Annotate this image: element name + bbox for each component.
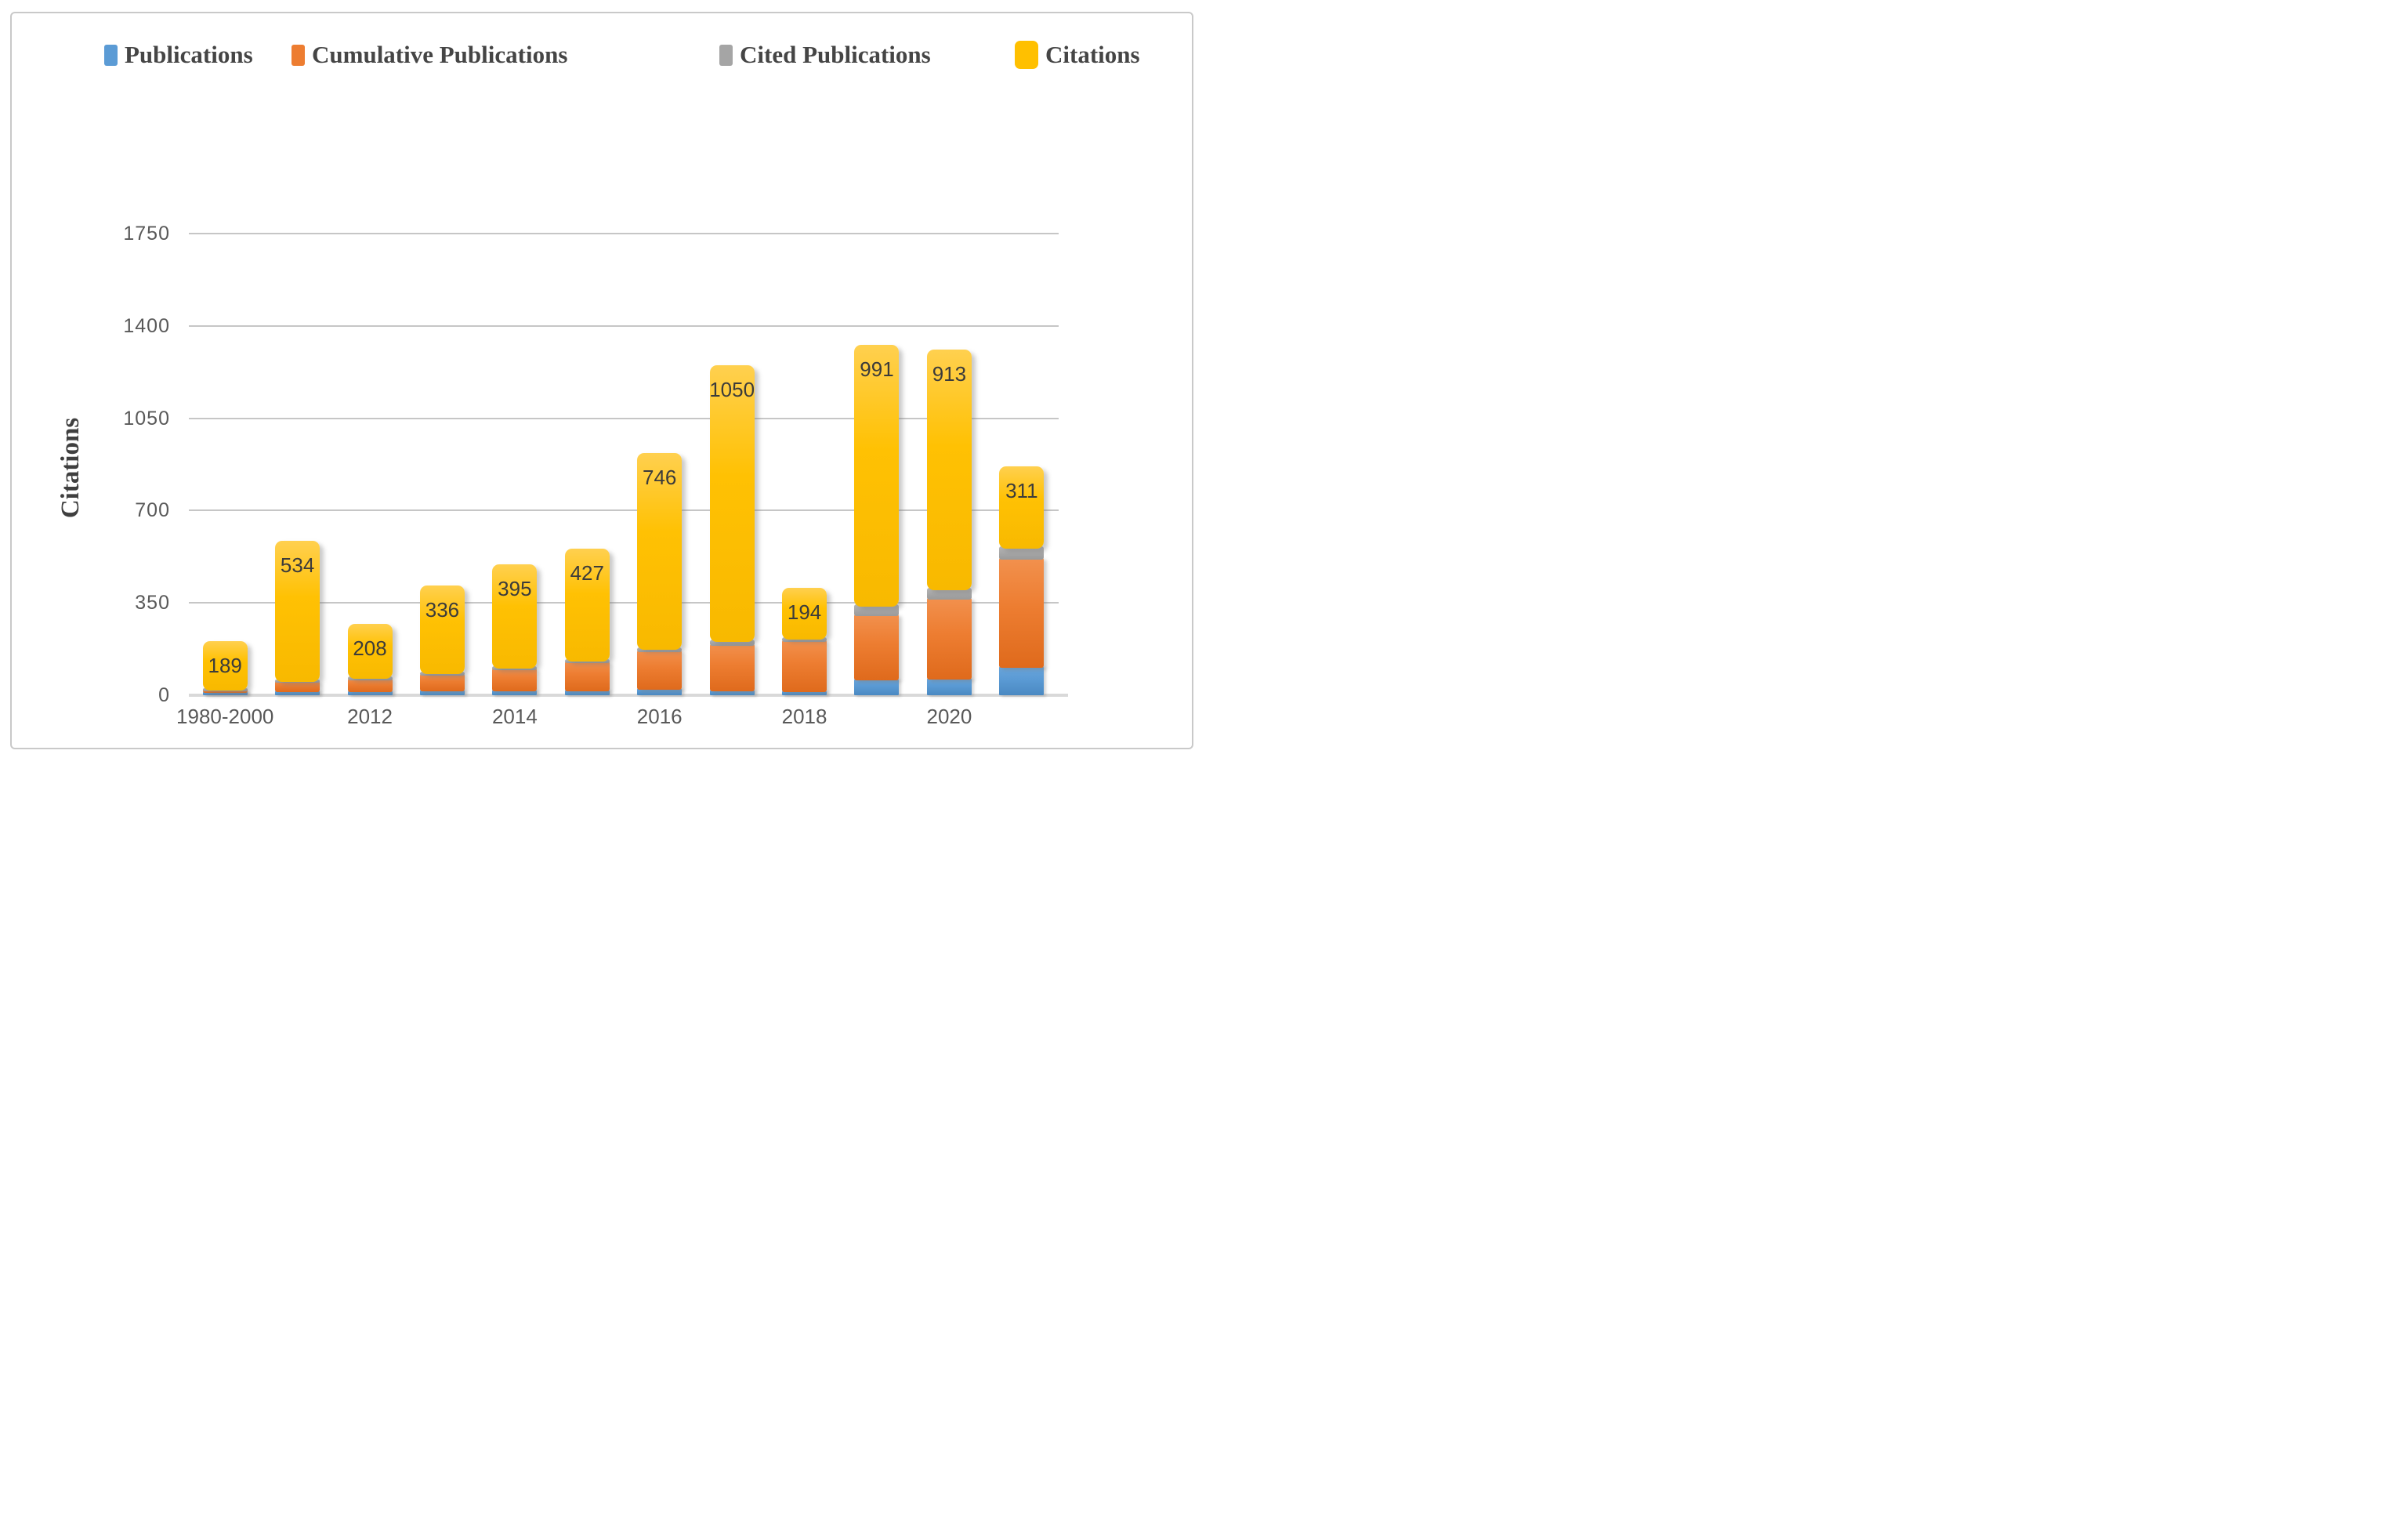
bar-segment-cited-publications: [999, 546, 1045, 560]
bar-segment-citations: [202, 640, 248, 691]
bar-segment-cumulative-publications: [709, 643, 755, 691]
bar-segment-citations: [637, 453, 683, 651]
bar-data-label: 395: [498, 576, 532, 600]
bar-data-label: 311: [1005, 478, 1038, 502]
bar-segment-cited-publications: [926, 588, 972, 600]
bar-segment-publications: [564, 688, 610, 695]
legend-item-publications: Publications: [104, 34, 253, 75]
bar-segment-cited-publications: [637, 647, 683, 653]
bar-data-label: 189: [208, 653, 242, 677]
figure: Publications Cumulative Publications Cit…: [0, 0, 1204, 760]
bar-data-label: 336: [425, 598, 460, 622]
legend-item-citations: Citations: [1015, 34, 1140, 75]
bar-segment-cited-publications: [782, 636, 827, 643]
bar-data-label: 208: [353, 636, 387, 661]
bar-segment-citations: [275, 541, 320, 682]
bar-segment-citations: [419, 585, 465, 675]
y-tick-label: 1400: [123, 314, 170, 337]
bar-segment-citations: [709, 365, 755, 643]
bar-segment-citations: [999, 466, 1045, 549]
bar-segment-cumulative-publications: [275, 680, 320, 692]
bar-segment-cumulative-publications: [999, 556, 1045, 668]
bar-segment-citations: [854, 345, 900, 607]
bar-segment-publications: [854, 678, 900, 695]
gridline: [189, 233, 1059, 235]
bar-data-label: 1050: [709, 378, 755, 402]
bar-segment-cited-publications: [709, 640, 755, 647]
legend-label: Citations: [1045, 41, 1140, 68]
bar-segment-publications: [709, 688, 755, 695]
legend-label: Publications: [125, 41, 253, 68]
x-tick-label: 2018: [781, 705, 827, 728]
gridline: [189, 602, 1059, 604]
x-tick-label: 1980-2000: [176, 705, 274, 728]
legend-item-cumulative-publications: Cumulative Publications: [291, 34, 567, 75]
legend-swatch-cited-publications: [719, 44, 733, 66]
bar-data-label: 913: [932, 361, 967, 386]
bar-segment-publications: [347, 689, 393, 695]
bar-segment-citations: [492, 564, 538, 669]
bar-segment-publications: [637, 687, 683, 695]
bar-segment-cumulative-publications: [926, 596, 972, 680]
bar-segment-publications: [782, 689, 827, 695]
plot-area: 0 350 700 1050 1400 1750 189 534 208 336 395 427 746…: [0, 0, 1204, 760]
x-tick-label: 2016: [636, 705, 683, 728]
gridline: [189, 324, 1059, 327]
legend-item-cited-publications: Cited Publications: [719, 34, 931, 75]
legend-label: Cumulative Publications: [312, 41, 568, 68]
x-axis-line: [189, 694, 1068, 697]
x-tick-label: 2012: [347, 705, 393, 728]
bar-segment-citations: [782, 588, 827, 640]
bar-segment-cumulative-publications: [782, 640, 827, 692]
bar-segment-citations: [926, 349, 972, 591]
bar-data-label: 427: [570, 560, 604, 585]
bar-segment-publications: [419, 689, 465, 695]
bar-data-label: 194: [787, 600, 822, 625]
bar-segment-publications: [275, 689, 320, 695]
bar-segment-publications: [926, 677, 972, 695]
bar-segment-citations: [347, 624, 393, 680]
bar-data-label: 746: [643, 466, 677, 490]
gridline: [189, 417, 1059, 419]
legend-swatch-cumulative-publications: [291, 44, 305, 66]
gridline: [189, 509, 1059, 512]
bar-data-label: 534: [280, 553, 315, 578]
bar-segment-citations: [564, 548, 610, 662]
legend-label: Cited Publications: [740, 41, 931, 68]
bar-segment-publications: [202, 691, 248, 695]
legend-swatch-publications: [104, 44, 118, 66]
x-tick-label: 2020: [926, 705, 972, 728]
bar-segment-cumulative-publications: [347, 677, 393, 692]
y-tick-label: 700: [135, 499, 170, 522]
bar-segment-cumulative-publications: [637, 650, 683, 690]
y-tick-label: 350: [135, 592, 170, 614]
bar-segment-publications: [999, 665, 1045, 695]
y-tick-label: 1050: [123, 407, 170, 430]
bar-segment-cited-publications: [854, 604, 900, 617]
legend: Publications Cumulative Publications Cit…: [0, 34, 1204, 75]
y-tick-label: 0: [158, 684, 170, 706]
bar-segment-cumulative-publications: [854, 614, 900, 681]
legend-swatch-citations: [1015, 41, 1038, 69]
x-tick-label: 2014: [491, 705, 538, 728]
bar-data-label: 991: [860, 357, 894, 382]
bar-segment-publications: [492, 689, 538, 695]
bar-segment-cumulative-publications: [564, 661, 610, 691]
bar-segment-cumulative-publications: [419, 673, 465, 692]
bar-segment-cumulative-publications: [492, 668, 538, 692]
y-tick-label: 1750: [123, 223, 170, 245]
